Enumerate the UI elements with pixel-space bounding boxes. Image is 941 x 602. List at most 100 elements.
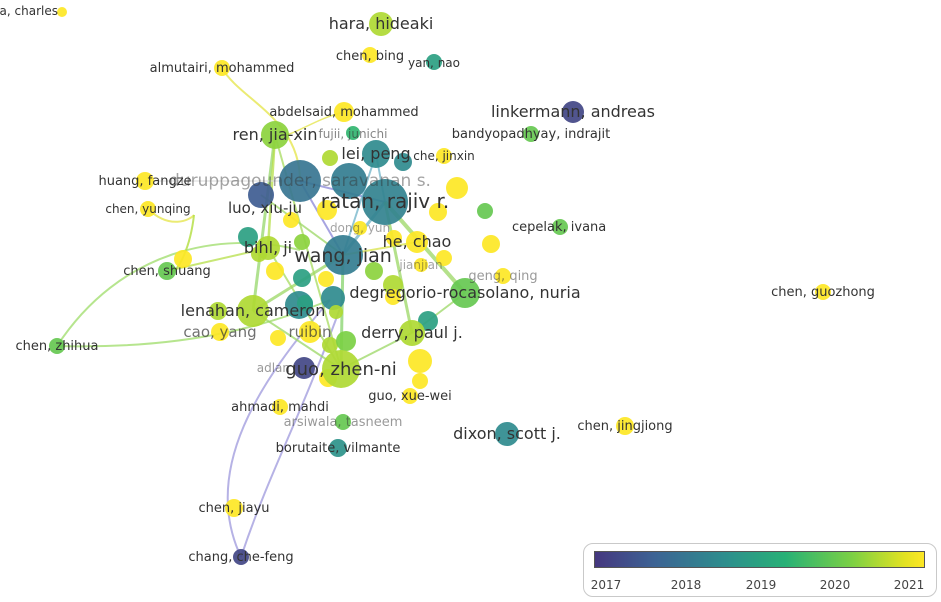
author-node-luoxiuju[interactable] <box>248 182 274 208</box>
author-label-guozhenni[interactable]: guo, zhen-ni <box>285 359 397 380</box>
author-node-unlabeled[interactable] <box>209 302 227 320</box>
author-label-bihlji[interactable]: bihl, ji <box>244 238 292 257</box>
author-node-unlabeled[interactable] <box>331 163 367 199</box>
author-node-unlabeled[interactable] <box>385 289 401 305</box>
author-node-unlabeled[interactable] <box>436 250 452 266</box>
author-node-unlabeled[interactable] <box>317 200 337 220</box>
author-node-unlabeled[interactable] <box>270 330 286 346</box>
author-label-adlan[interactable]: adlan <box>257 361 290 375</box>
author-node-unlabeled[interactable] <box>383 275 403 295</box>
author-label-derry[interactable]: derry, paul j. <box>361 323 463 342</box>
author-node-lenahan[interactable] <box>237 295 269 327</box>
author-node-derry[interactable] <box>399 320 425 346</box>
author-node-unlabeled[interactable] <box>322 337 338 353</box>
author-node-unlabeled[interactable] <box>322 150 338 166</box>
author-node-unlabeled[interactable] <box>412 373 428 389</box>
author-node-unlabeled[interactable] <box>477 203 493 219</box>
author-label-duruppagounder[interactable]: duruppagounder, saravanan s. <box>169 171 431 191</box>
author-node-unlabeled[interactable] <box>294 234 310 250</box>
author-label-ahmadi[interactable]: ahmadi, mahdi <box>231 400 329 415</box>
author-label-dixon[interactable]: dixon, scott j. <box>453 424 561 443</box>
author-label-borutaite[interactable]: borutaite, vilmante <box>276 441 401 456</box>
author-node-chenguozhong[interactable] <box>815 284 831 300</box>
author-label-chenshuang[interactable]: chen, shuang <box>123 264 211 279</box>
author-label-chejinxin[interactable]: che, jinxin <box>413 149 475 163</box>
author-node-unlabeled[interactable] <box>321 286 345 310</box>
author-label-renjiaxin[interactable]: ren, jia-xin <box>233 125 318 144</box>
author-node-hechao[interactable] <box>406 231 428 253</box>
author-node-fujii[interactable] <box>346 126 360 140</box>
author-node-giardina[interactable] <box>57 7 67 17</box>
author-node-leipeng[interactable] <box>362 140 390 168</box>
author-node-chenbing[interactable] <box>362 47 378 63</box>
author-label-wangjian[interactable]: wang, jian <box>294 245 392 267</box>
author-label-cepelak[interactable]: cepelak, ivana <box>512 220 606 235</box>
author-node-degregorio[interactable] <box>450 278 480 308</box>
author-node-guoxuewei[interactable] <box>402 388 418 404</box>
author-label-bandyopadhyay[interactable]: bandyopadhyay, indrajit <box>452 127 610 142</box>
author-node-unlabeled[interactable] <box>297 295 313 311</box>
author-label-linkermann[interactable]: linkermann, andreas <box>491 102 655 121</box>
author-label-chenjiayu[interactable]: chen, jiayu <box>198 501 269 516</box>
author-label-guoxuewei[interactable]: guo, xue-wei <box>368 389 452 404</box>
author-label-hara[interactable]: hara, hideaki <box>329 14 434 33</box>
author-node-unlabeled[interactable] <box>446 177 468 199</box>
author-label-arsiwala[interactable]: arsiwala, tasneem <box>284 415 403 430</box>
author-node-adlan[interactable] <box>293 357 315 379</box>
author-node-hara[interactable] <box>369 12 393 36</box>
author-label-caoyang[interactable]: cao, yang <box>183 323 256 341</box>
author-node-unlabeled[interactable] <box>336 331 356 351</box>
author-node-bihlji[interactable] <box>256 236 280 260</box>
author-node-unlabeled[interactable] <box>482 235 500 253</box>
author-label-degregorio[interactable]: degregorio-rocasolano, nuria <box>349 283 580 302</box>
author-label-fujii[interactable]: fujii, junichi <box>319 127 388 141</box>
author-node-chejinxin[interactable] <box>436 148 452 164</box>
author-node-chenjingjiong[interactable] <box>616 417 634 435</box>
author-node-chenzhihua[interactable] <box>49 338 65 354</box>
author-node-cepelak[interactable] <box>552 219 568 235</box>
author-node-ruibin[interactable] <box>299 321 321 343</box>
author-node-borutaite[interactable] <box>329 439 347 457</box>
author-label-huangfangze[interactable]: huang, fangze <box>98 174 191 189</box>
author-label-hechao[interactable]: he, chao <box>383 232 452 251</box>
author-node-unlabeled[interactable] <box>174 250 192 268</box>
author-label-jianjian[interactable]: jianjian <box>398 258 442 272</box>
author-node-changchefeng[interactable] <box>233 549 249 565</box>
author-node-bandyopadhyay[interactable] <box>523 126 539 142</box>
author-node-arsiwala[interactable] <box>335 414 351 430</box>
author-node-renjiaxin[interactable] <box>261 121 289 149</box>
author-node-chenyunqing[interactable] <box>140 201 156 217</box>
author-label-luoxiuju[interactable]: luo, xiu-ju <box>228 199 302 217</box>
author-node-unlabeled[interactable] <box>365 262 383 280</box>
author-label-abdelsaid[interactable]: abdelsaid, mohammed <box>269 105 418 120</box>
author-node-chenshuang[interactable] <box>158 262 176 280</box>
author-label-yannao[interactable]: yan, nao <box>408 56 460 70</box>
author-node-duruppagounder[interactable] <box>279 160 321 202</box>
author-label-chenbing[interactable]: chen, bing <box>336 49 404 64</box>
author-node-unlabeled[interactable] <box>293 269 311 287</box>
author-label-chenguozhong[interactable]: chen, guozhong <box>771 285 875 300</box>
author-node-ratan[interactable] <box>362 179 408 225</box>
author-node-yannao[interactable] <box>426 54 442 70</box>
author-node-unlabeled[interactable] <box>283 212 299 228</box>
author-label-gengqing[interactable]: geng, qing <box>468 269 537 284</box>
author-node-linkermann[interactable] <box>562 101 584 123</box>
author-label-chenyunqing[interactable]: chen, yunqing <box>105 202 190 216</box>
author-node-wangjian[interactable] <box>323 235 363 275</box>
author-node-huangfangze[interactable] <box>136 172 154 190</box>
author-node-unlabeled[interactable] <box>266 262 284 280</box>
author-label-lenahan[interactable]: lenahan, cameron <box>181 301 326 320</box>
author-label-leipeng[interactable]: lei, peng <box>341 144 410 163</box>
author-node-caoyang[interactable] <box>211 323 229 341</box>
author-node-unlabeled[interactable] <box>238 227 258 247</box>
author-label-ratan[interactable]: ratan, rajiv r. <box>321 189 450 213</box>
author-label-dongyun[interactable]: dong, yun <box>330 221 390 235</box>
author-node-guozhenni[interactable] <box>322 350 360 388</box>
author-node-dixon[interactable] <box>495 422 519 446</box>
author-node-dongyun[interactable] <box>353 221 367 235</box>
author-node-abdelsaid[interactable] <box>334 102 354 122</box>
author-node-almutairi[interactable] <box>214 60 230 76</box>
author-node-unlabeled[interactable] <box>318 271 334 287</box>
author-label-chenzhihua[interactable]: chen, zhihua <box>15 339 98 354</box>
